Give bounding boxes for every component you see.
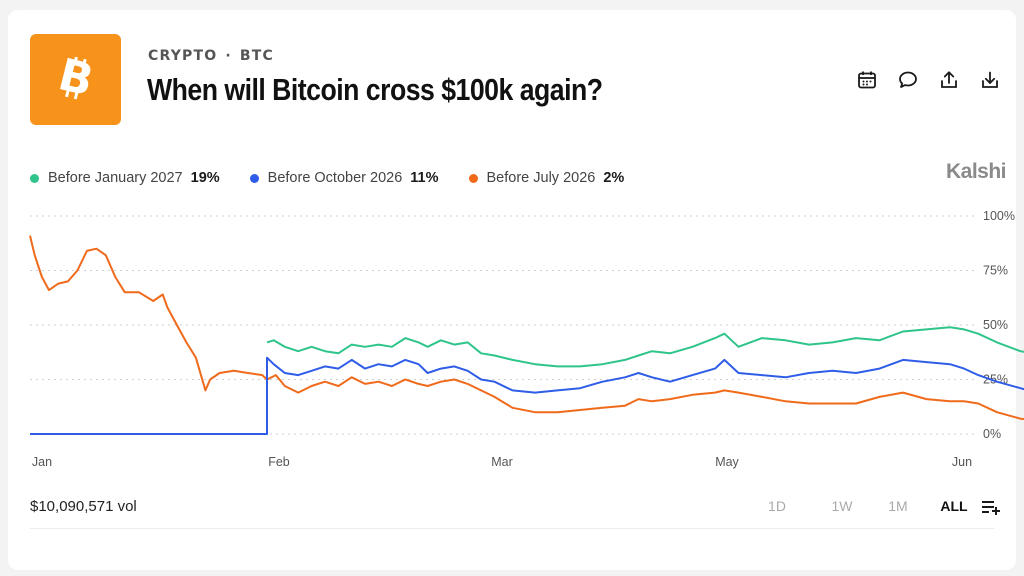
series-lines (29, 235, 1024, 435)
calendar-icon (858, 71, 876, 89)
series-line (266, 326, 1024, 368)
x-tick-label: Mar (491, 455, 513, 469)
legend-value: 19% (190, 170, 220, 186)
range-selector: 1D 1W 1M ALL (760, 496, 982, 516)
legend-item-oct-2026[interactable]: Before October 2026 11% (249, 170, 439, 186)
playlist-add-icon (982, 501, 1000, 515)
bitcoin-logo: B (30, 34, 121, 125)
y-tick-label: 100% (983, 209, 1015, 223)
legend-item-jan-2027[interactable]: Before January 2027 19% (30, 170, 220, 186)
legend-dot (468, 173, 478, 183)
comment-icon (899, 71, 917, 88)
legend-value: 11% (410, 170, 439, 186)
x-tick-label: Feb (268, 455, 290, 469)
x-axis: Jan Feb Mar May Jun (32, 455, 972, 469)
share-icon (941, 71, 957, 88)
range-1w[interactable]: 1W (814, 496, 870, 516)
kalshi-brand[interactable]: Kalshi (946, 160, 1007, 183)
y-axis: 100%75%50%25%0% (983, 209, 1015, 441)
action-bar (856, 68, 1001, 92)
calendar-button[interactable] (856, 68, 878, 92)
download-button[interactable] (979, 68, 1001, 92)
x-tick-label: Jun (952, 455, 972, 469)
series-line (30, 356, 1024, 435)
range-1m[interactable]: 1M (870, 496, 926, 516)
download-icon (982, 71, 998, 88)
legend-item-jul-2026[interactable]: Before July 2026 2% (468, 170, 625, 186)
y-tick-label: 75% (983, 264, 1008, 278)
breadcrumb-separator: · (225, 48, 232, 64)
legend-label: Before July 2026 (486, 170, 596, 186)
share-button[interactable] (938, 68, 960, 92)
footer-divider (30, 528, 994, 529)
page-title: When will Bitcoin cross $100k again? (147, 72, 603, 107)
range-all[interactable]: ALL (926, 496, 982, 516)
legend-label: Before October 2026 (267, 170, 403, 186)
y-tick-label: 50% (983, 318, 1008, 332)
legend-dot (249, 173, 259, 183)
bitcoin-icon: B (53, 49, 98, 107)
legend-dot (30, 173, 39, 183)
legend-label: Before January 2027 (48, 170, 183, 186)
volume-label: $10,090,571 vol (30, 498, 137, 515)
x-tick-label: May (715, 455, 739, 469)
playlist-add-button[interactable] (980, 498, 1002, 519)
breadcrumb: CRYPTO · BTC (148, 48, 274, 64)
market-card (8, 10, 1016, 570)
breadcrumb-ticker[interactable]: BTC (239, 48, 274, 64)
price-chart[interactable]: 100%75%50%25%0% Jan Feb Mar May Jun (0, 200, 1024, 480)
legend-value: 2% (603, 170, 625, 186)
chart-legend: Before January 2027 19% Before October 2… (30, 170, 654, 186)
breadcrumb-category[interactable]: CRYPTO (148, 48, 218, 64)
series-line (29, 235, 1024, 421)
range-1d[interactable]: 1D (760, 496, 794, 516)
x-tick-label: Jan (32, 455, 52, 469)
y-tick-label: 0% (983, 427, 1001, 441)
comment-button[interactable] (897, 68, 919, 92)
